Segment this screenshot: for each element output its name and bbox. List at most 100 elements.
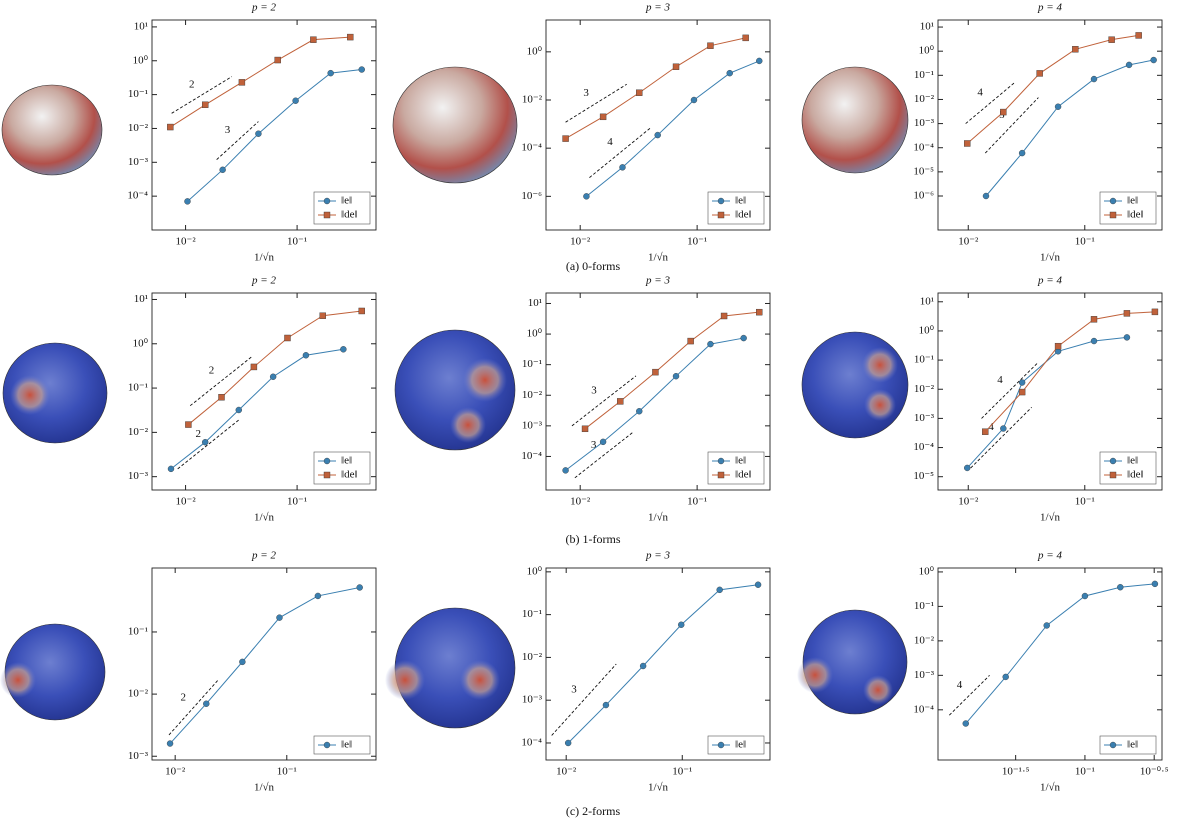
marker (1135, 32, 1142, 39)
marker (219, 166, 226, 174)
y-tick-label: 10⁰ (527, 565, 543, 577)
legend-label: ‖de‖ (1127, 209, 1144, 221)
slope-guide (171, 76, 233, 114)
legend-label: ‖de‖ (341, 209, 358, 221)
y-tick-label: 10⁻³ (914, 117, 935, 129)
legend-box (707, 191, 765, 225)
marker (327, 69, 334, 77)
legend-marker (323, 211, 331, 219)
series-line (565, 337, 744, 471)
plot-frame (151, 19, 377, 231)
series-line (170, 348, 344, 470)
legend-label: ‖e‖ (735, 455, 746, 467)
y-tick-label: 10⁻³ (128, 156, 149, 168)
plot-frame (151, 567, 377, 761)
plot-frame (545, 19, 771, 231)
x-tick-label: 10⁻¹ (687, 236, 707, 248)
legend-box (707, 451, 765, 485)
slope-label: 2 (181, 691, 187, 703)
legend-label: ‖de‖ (1127, 469, 1144, 481)
y-tick-label: 10⁻⁵ (913, 165, 934, 177)
y-tick-label: 10⁰ (133, 54, 149, 66)
plot-frame (545, 567, 771, 761)
marker (583, 193, 590, 200)
y-tick-label: 10⁻¹ (522, 608, 542, 620)
marker (347, 33, 354, 41)
legend-marker (1109, 471, 1117, 479)
marker (962, 720, 969, 727)
chart-title: p = 2 (251, 275, 276, 287)
y-tick-label: 10⁻⁵ (913, 470, 934, 482)
x-tick-label: 10⁻¹ (672, 766, 692, 778)
marker (202, 438, 209, 446)
slope-guide (571, 375, 637, 427)
y-tick-label: 10⁻⁴ (521, 450, 542, 462)
plot-frame (937, 567, 1163, 761)
marker (1090, 316, 1098, 323)
marker (310, 36, 317, 43)
marker (636, 408, 643, 415)
slope-label: 4 (997, 374, 1003, 386)
marker (167, 465, 175, 473)
legend-box (313, 191, 371, 225)
slope-guide (168, 680, 218, 736)
slope-label: 3 (591, 439, 597, 451)
chart-title: p = 3 (645, 550, 670, 562)
slope-label: 4 (988, 421, 994, 433)
y-tick-label: 10⁻³ (522, 694, 543, 706)
y-tick-label: 10⁻¹ (128, 88, 148, 100)
slope-guide (177, 419, 240, 470)
sphere-images (0, 66, 909, 729)
caption: (a) 0-forms (566, 259, 621, 273)
marker (1054, 342, 1062, 350)
legend-label: ‖e‖ (735, 739, 746, 751)
y-tick-label: 10⁰ (133, 337, 149, 349)
y-tick-label: 10⁻⁴ (913, 141, 934, 153)
y-tick-label: 10⁻⁴ (913, 703, 934, 715)
marker (564, 739, 572, 747)
marker (314, 592, 322, 600)
marker (742, 34, 749, 42)
marker (726, 69, 733, 77)
slope-guide (565, 83, 627, 123)
series-line (984, 311, 1155, 433)
x-tick-label: 10⁻² (958, 236, 979, 248)
y-tick-label: 10¹ (528, 297, 542, 309)
legend-marker (717, 471, 725, 479)
marker (167, 123, 174, 131)
slope-label: 4 (957, 679, 963, 691)
series-line (584, 311, 760, 430)
marker (982, 192, 990, 200)
marker (1090, 337, 1098, 345)
series-line (187, 69, 362, 202)
y-tick-label: 10⁻¹ (914, 600, 934, 612)
y-tick-label: 10⁻² (128, 122, 149, 134)
chart-title: p = 4 (1037, 275, 1062, 287)
series-line (985, 59, 1154, 197)
x-tick-label: 10⁻² (570, 236, 591, 248)
series-line (966, 34, 1139, 144)
legend-label: ‖de‖ (735, 209, 752, 221)
y-tick-label: 10⁻² (522, 94, 543, 106)
marker (1018, 388, 1026, 396)
legend-label: ‖e‖ (1127, 455, 1138, 467)
series-line (188, 310, 362, 425)
marker (1072, 46, 1079, 53)
x-tick-label: 10⁻² (176, 496, 197, 508)
slope-label: 3 (583, 87, 589, 99)
slope-label: 2 (189, 78, 195, 90)
marker (356, 584, 363, 591)
x-tick-label: 10⁻² (570, 496, 591, 508)
marker (1151, 308, 1159, 316)
legend-label: ‖e‖ (341, 455, 352, 467)
series-line (170, 36, 351, 128)
legend-box (1099, 191, 1157, 225)
y-tick-label: 10⁰ (527, 328, 543, 340)
marker (1018, 149, 1026, 157)
x-axis-label: 1/√n (254, 782, 275, 794)
legend-box (313, 735, 371, 755)
series-line (966, 336, 1127, 469)
marker (202, 101, 209, 108)
legend-box (313, 451, 371, 485)
